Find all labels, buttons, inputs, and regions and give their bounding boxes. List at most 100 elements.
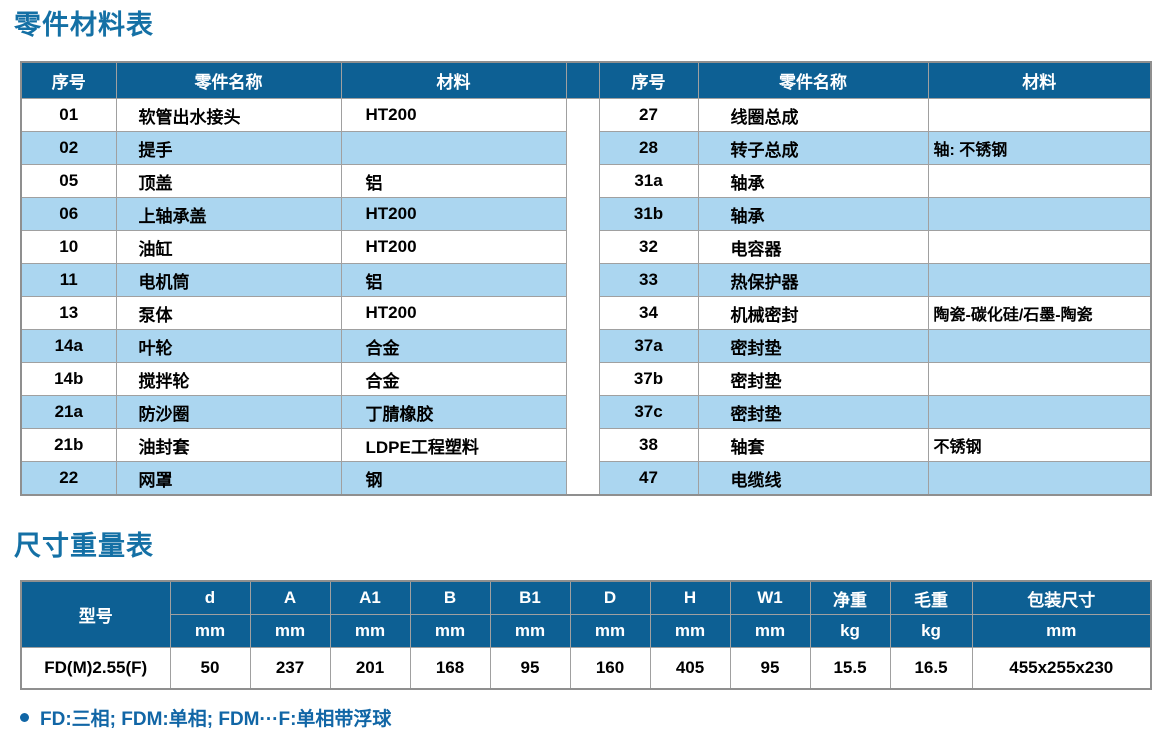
part-material-cell: 钢 — [340, 461, 567, 496]
dim-column-unit: mm — [329, 614, 411, 648]
part-name-cell: 轴套 — [697, 428, 929, 462]
part-no-cell: 27 — [598, 98, 699, 132]
dim-column-unit: mm — [649, 614, 731, 648]
part-name-cell: 搅拌轮 — [115, 362, 342, 396]
dim-column-unit: mm — [249, 614, 331, 648]
dim-value-cell: 16.5 — [889, 647, 973, 690]
spacer-cell — [565, 461, 600, 495]
dim-column-label: D — [569, 580, 651, 615]
parts-table-row: 14a 叶轮 合金 37a 密封垫 — [20, 329, 1152, 363]
part-material-cell: 陶瓷-碳化硅/石墨-陶瓷 — [927, 296, 1152, 330]
column-header-material: 材料 — [927, 61, 1152, 99]
dim-value-cell: 455x255x230 — [971, 647, 1152, 690]
parts-table-row: 13 泵体 HT200 34 机械密封 陶瓷-碳化硅/石墨-陶瓷 — [20, 296, 1152, 330]
part-material-cell: HT200 — [340, 296, 567, 330]
part-no-cell: 21a — [20, 395, 117, 429]
part-name-cell: 防沙圈 — [115, 395, 342, 429]
part-no-cell: 06 — [20, 197, 117, 231]
part-no-cell: 14b — [20, 362, 117, 396]
part-name-cell: 油缸 — [115, 230, 342, 264]
part-material-cell: 合金 — [340, 362, 567, 396]
part-no-cell: 02 — [20, 131, 117, 165]
parts-table-row: 21a 防沙圈 丁腈橡胶 37c 密封垫 — [20, 395, 1152, 429]
dim-column-unit: kg — [809, 614, 891, 648]
part-no-cell: 31b — [598, 197, 699, 231]
footnote-text: FD:三相; FDM:单相; FDM···F:单相带浮球 — [40, 709, 392, 730]
dim-value-cell: 201 — [329, 647, 411, 690]
part-material-cell — [927, 164, 1152, 198]
part-no-cell: 28 — [598, 131, 699, 165]
part-no-cell: 34 — [598, 296, 699, 330]
part-no-cell: 47 — [598, 461, 699, 496]
parts-table-row: 22 网罩钢 47 电缆线 — [20, 461, 1152, 496]
part-no-cell: 01 — [20, 98, 117, 132]
part-material-cell — [927, 362, 1152, 396]
part-material-cell: 合金 — [340, 329, 567, 363]
column-header-no: 序号 — [20, 61, 117, 99]
dim-value-cell: 237 — [249, 647, 331, 690]
parts-table-header: 序号 零件名称 材料 序号 零件名称 材料 — [20, 61, 1152, 99]
spacer-cell — [565, 164, 600, 198]
parts-table-row: 11 电机筒铝 33 热保护器 — [20, 263, 1152, 297]
column-header-name: 零件名称 — [697, 61, 929, 99]
bullet-icon — [20, 713, 29, 722]
part-material-cell: HT200 — [340, 98, 567, 132]
dim-column-label: A1 — [329, 580, 411, 615]
parts-material-table: 序号 零件名称 材料 序号 零件名称 材料 01 软管出水接头 HT200 27 线圈总… — [20, 61, 1152, 496]
part-name-cell: 叶轮 — [115, 329, 342, 363]
spacer-header-cell — [565, 61, 600, 99]
part-name-cell: 软管出水接头 — [115, 98, 342, 132]
part-material-cell — [340, 131, 567, 165]
dim-column-unit: mm — [971, 614, 1152, 648]
dim-column-unit: mm — [569, 614, 651, 648]
dimensions-table-header: 型号 d A A1 B B1 D H W1 净重 毛重 包装尺寸 mm mm mm mm mm mm mm mm k… — [20, 580, 1152, 648]
part-material-cell — [927, 263, 1152, 297]
dimensions-weight-table: 型号 d A A1 B B1 D H W1 净重 毛重 包装尺寸 mm mm mm mm mm mm mm mm k… — [20, 580, 1152, 690]
dim-column-label: B — [409, 580, 491, 615]
part-name-cell: 密封垫 — [697, 395, 929, 429]
dim-value-cell: 95 — [489, 647, 571, 690]
part-name-cell: 密封垫 — [697, 362, 929, 396]
dim-column-label: W1 — [729, 580, 811, 615]
part-name-cell: 电机筒 — [115, 263, 342, 297]
spacer-cell — [565, 428, 600, 462]
part-no-cell: 10 — [20, 230, 117, 264]
part-material-cell: 不锈钢 — [927, 428, 1152, 462]
dim-column-label: B1 — [489, 580, 571, 615]
spacer-cell — [565, 263, 600, 297]
part-material-cell: 轴: 不锈钢 — [927, 131, 1152, 165]
spacer-cell — [565, 329, 600, 363]
dim-column-label: A — [249, 580, 331, 615]
parts-table-row: 01 软管出水接头 HT200 27 线圈总成 — [20, 98, 1152, 132]
dim-value-cell: 405 — [649, 647, 731, 690]
part-name-cell: 密封垫 — [697, 329, 929, 363]
spacer-cell — [565, 230, 600, 264]
dim-column-unit: kg — [889, 614, 973, 648]
part-material-cell — [927, 395, 1152, 429]
part-no-cell: 32 — [598, 230, 699, 264]
dim-column-unit: mm — [409, 614, 491, 648]
part-material-cell — [927, 197, 1152, 231]
dim-column-label: 包装尺寸 — [971, 580, 1152, 615]
part-material-cell: HT200 — [340, 197, 567, 231]
dim-column-label: d — [169, 580, 251, 615]
part-no-cell: 37b — [598, 362, 699, 396]
column-header-no: 序号 — [598, 61, 699, 99]
part-name-cell: 网罩 — [115, 461, 342, 496]
part-material-cell — [927, 329, 1152, 363]
part-no-cell: 13 — [20, 296, 117, 330]
spacer-cell — [565, 197, 600, 231]
dim-column-unit: mm — [169, 614, 251, 648]
spacer-cell — [565, 98, 600, 132]
part-material-cell: HT200 — [340, 230, 567, 264]
part-name-cell: 电缆线 — [697, 461, 929, 496]
part-no-cell: 38 — [598, 428, 699, 462]
spacer-cell — [565, 296, 600, 330]
parts-table-row: 21b 油封套 LDPE工程塑料 38 轴套 不锈钢 — [20, 428, 1152, 462]
part-name-cell: 提手 — [115, 131, 342, 165]
part-name-cell: 上轴承盖 — [115, 197, 342, 231]
part-no-cell: 31a — [598, 164, 699, 198]
part-no-cell: 05 — [20, 164, 117, 198]
dim-value-cell: 168 — [409, 647, 491, 690]
spacer-cell — [565, 395, 600, 429]
